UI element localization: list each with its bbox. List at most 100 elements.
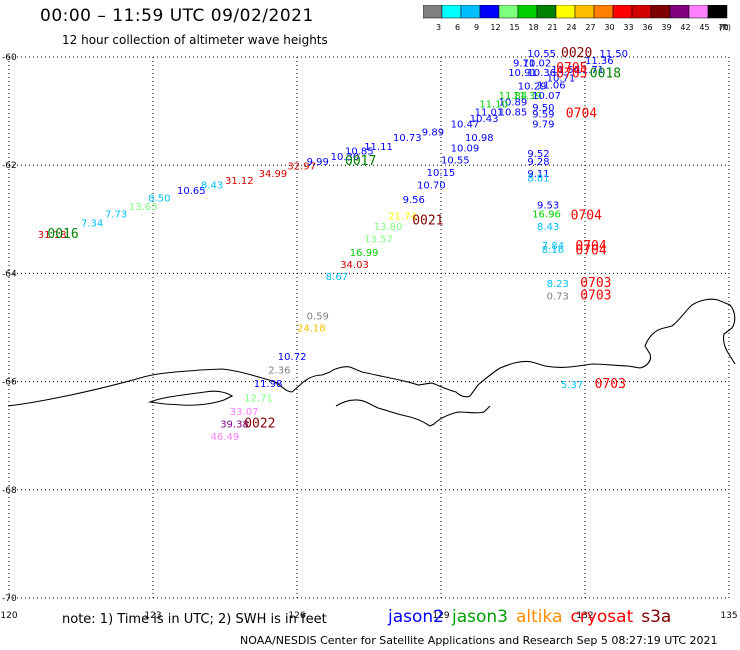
wave-height-label: 13.63 [129, 202, 158, 213]
wave-height-label: 34.03 [340, 260, 369, 271]
color-scale-label: 39 [661, 23, 671, 32]
wave-height-label: 7.84 [542, 241, 564, 252]
color-scale-label: 12 [490, 23, 500, 32]
legend-item-jason3: jason3 [452, 607, 508, 627]
wave-height-label: 10.55 [441, 156, 470, 167]
color-scale-label: 15 [509, 23, 519, 32]
wave-height-label: 10.07 [532, 91, 561, 102]
chart-title: 00:00 – 11:59 UTC 09/02/2021 [40, 6, 314, 26]
x-tick-label: 123 [144, 611, 161, 621]
wave-height-label: 10.70 [417, 180, 446, 191]
y-tick-label: -70 [2, 594, 17, 604]
wave-height-label: 8.43 [201, 180, 223, 191]
time-label: 0022 [244, 417, 275, 432]
wave-height-label: 10.36 [527, 68, 556, 79]
wave-height-label: 8.81 [527, 173, 549, 184]
coastline-path [7, 298, 736, 407]
wave-height-label: 10.30 [331, 152, 360, 163]
color-scale-label: 30 [604, 23, 614, 32]
time-label: 0016 [47, 227, 78, 242]
time-label: 0703 [580, 276, 611, 291]
wave-height-label: 32.97 [287, 162, 316, 173]
wave-height-label: 11.39 [513, 91, 542, 102]
wave-height-label: 11.06 [537, 80, 566, 91]
y-tick-label: -62 [2, 161, 17, 171]
wave-height-label: 10.72 [278, 352, 307, 363]
wave-height-label: 11.98 [254, 379, 283, 390]
wave-height-label: 31.18 [38, 230, 67, 241]
wave-height-label: 7.34 [81, 218, 103, 229]
wave-height-label: 10.89 [499, 98, 528, 109]
color-scale-swatch [707, 5, 728, 19]
wave-height-label: 8.43 [537, 222, 559, 233]
color-scale-label: 3 [436, 23, 441, 32]
time-label: 0020 [561, 46, 592, 61]
coastline-path [335, 399, 491, 427]
y-tick-label: -66 [2, 378, 17, 388]
x-tick-label: 126 [288, 611, 305, 621]
x-tick-label: 129 [432, 611, 449, 621]
wave-height-label: 9.53 [537, 200, 559, 211]
x-tick-label: 135 [720, 611, 737, 621]
wave-height-label: 34.99 [259, 169, 288, 180]
wave-height-label: 10.47 [451, 119, 480, 130]
wave-height-label: 10.15 [427, 168, 456, 179]
grid-lines [8, 56, 730, 599]
wave-height-label: 33.07 [230, 407, 259, 418]
wave-height-label: 39.38 [220, 420, 249, 431]
wave-height-label: 0.73 [547, 291, 569, 302]
wave-height-label: 10.71 [547, 73, 576, 84]
color-scale-bar: 3 6 9 12 15 18 21 24 27 30 33 36 39 42 45 70(ft) [423, 5, 731, 32]
wave-height-label: 10.43 [470, 114, 499, 125]
y-tick-label: -60 [2, 53, 17, 63]
wave-height-label: 31.12 [225, 176, 254, 187]
wave-height-label: 9.89 [422, 127, 444, 138]
wave-height-label: 11.71 [575, 65, 604, 76]
wave-height-label: 24.18 [297, 323, 326, 334]
legend-item-s3a: s3a [641, 607, 672, 627]
time-label: 0021 [412, 214, 443, 229]
wave-height-label: 2.36 [268, 365, 290, 376]
wave-height-label: 11.01 [475, 107, 504, 118]
wave-height-label: 16.96 [532, 210, 561, 221]
wave-height-label: 9.50 [532, 103, 554, 114]
time-label: 0704 [566, 107, 597, 122]
time-label: 0704 [575, 243, 606, 258]
wave-height-label: 46.49 [211, 432, 240, 443]
chart-subtitle: 12 hour collection of altimeter wave hei… [62, 33, 328, 47]
wave-height-label: 10.98 [465, 133, 494, 144]
time-label: 0704 [571, 208, 602, 223]
axis-ticks: 120 123 126 129 132 135 -60 -62 -64 -66 -68 -70 [0, 53, 737, 621]
y-tick-label: -68 [2, 486, 17, 496]
time-label: 0705 [556, 67, 587, 82]
color-scale-unit: (ft) [719, 23, 731, 32]
color-scale-label: 9 [474, 23, 479, 32]
wave-height-label: 11.36 [585, 56, 614, 67]
color-scale-label: 45 [699, 23, 709, 32]
legend-item-cryosat: cryosat [570, 607, 634, 627]
time-label: 0704 [575, 239, 606, 254]
wave-height-label: 11.50 [599, 49, 628, 60]
x-tick-label: 120 [0, 611, 17, 621]
wave-height-label: 10.55 [527, 49, 556, 60]
wave-height-label: 9.71 [513, 59, 535, 70]
footer-credit: NOAA/NESDIS Center for Satellite Applica… [240, 634, 718, 647]
wave-height-label: 16.99 [350, 248, 379, 259]
wave-height-label: 13.80 [374, 222, 403, 233]
wave-height-label: 9.28 [527, 157, 549, 168]
wave-height-label: 11.11 [364, 142, 393, 153]
wave-height-label: 11.10 [479, 99, 508, 110]
wave-height-label: 11.84 [499, 91, 528, 102]
wave-height-label: 8.67 [326, 272, 348, 283]
color-scale-label: 27 [585, 23, 595, 32]
color-scale-label: 24 [566, 23, 576, 32]
wave-height-label: 11.54 [551, 65, 580, 76]
legend-item-jason2: jason2 [388, 607, 444, 627]
footer-note: note: 1) Time is in UTC; 2) SWH is in fe… [62, 612, 327, 627]
legend-item-altika: altika [516, 607, 563, 627]
wave-height-label: 8.23 [547, 279, 569, 290]
wave-height-label: 7.73 [105, 210, 127, 221]
wave-height-label: 12.71 [244, 394, 273, 405]
color-scale-label: 33 [623, 23, 633, 32]
